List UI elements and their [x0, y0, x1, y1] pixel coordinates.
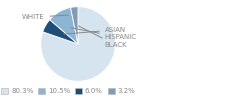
Text: ASIAN: ASIAN [64, 27, 126, 34]
Text: HISPANIC: HISPANIC [71, 28, 137, 40]
Wedge shape [71, 7, 78, 44]
Wedge shape [43, 20, 78, 44]
Wedge shape [50, 8, 78, 44]
Text: BLACK: BLACK [78, 26, 127, 48]
Wedge shape [41, 7, 115, 81]
Text: WHITE: WHITE [22, 14, 68, 20]
Legend: 80.3%, 10.5%, 6.0%, 3.2%: 80.3%, 10.5%, 6.0%, 3.2% [0, 85, 138, 97]
